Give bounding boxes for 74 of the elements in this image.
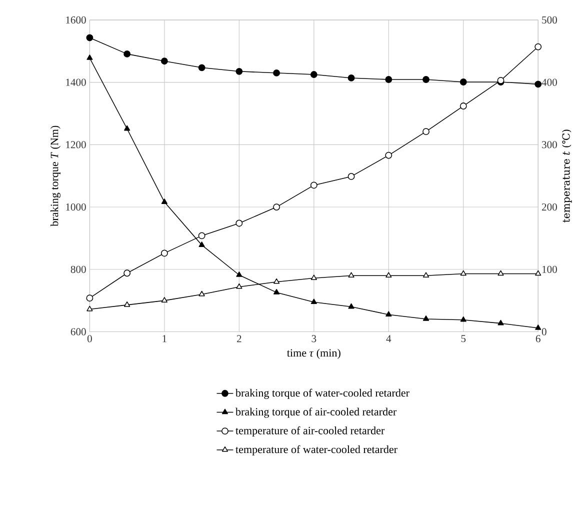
point	[534, 44, 542, 50]
x-tick-label: 4	[386, 335, 392, 342]
point	[273, 278, 280, 284]
point	[460, 78, 467, 86]
point	[498, 320, 504, 326]
x-tick-label: 2	[236, 335, 242, 342]
y2-axis-title: temperature t (℃)	[562, 130, 572, 223]
x-tick-label: 6	[536, 335, 540, 342]
point	[160, 250, 168, 257]
point	[86, 294, 94, 302]
y-tick-label: 1400	[66, 78, 86, 86]
y-tick-label: 600	[70, 328, 86, 336]
point	[236, 284, 242, 289]
point	[198, 291, 205, 296]
point	[386, 272, 392, 278]
y-axis-title: braking torque T (Nm)	[50, 126, 60, 227]
point	[460, 102, 467, 110]
x-tick-label: 1	[162, 335, 166, 342]
legend-label: temperature of air-cooled retarder	[236, 426, 385, 437]
point	[161, 198, 168, 204]
point	[310, 298, 317, 304]
point	[124, 50, 131, 58]
y2-tick-label: 200	[542, 204, 557, 211]
x-axis-title: time τ (min)	[287, 349, 340, 360]
point	[161, 297, 168, 303]
y-tick-label: 1000	[66, 204, 86, 211]
point	[385, 76, 392, 84]
point	[86, 34, 94, 42]
point	[273, 70, 280, 77]
point	[124, 270, 131, 277]
y2-tick-label: 300	[542, 141, 557, 148]
point	[386, 311, 392, 317]
y2-tick-label: 500	[542, 16, 557, 24]
point	[310, 182, 318, 189]
point	[422, 76, 430, 84]
point	[236, 68, 243, 76]
x-tick-label: 3	[312, 335, 316, 342]
y-tick-label: 1600	[66, 16, 86, 24]
point	[160, 58, 168, 65]
legend-label: braking torque of air-cooled retarder	[235, 408, 397, 418]
point	[534, 80, 542, 88]
y2-tick-label: 400	[542, 78, 557, 86]
point	[348, 304, 354, 309]
point	[460, 316, 466, 322]
y-tick-label: 800	[70, 266, 86, 274]
point	[460, 270, 466, 276]
point	[198, 64, 206, 72]
point	[348, 272, 354, 278]
point	[348, 74, 355, 82]
legend-label: temperature of water-cooled retarder	[236, 445, 398, 456]
x-tick-label: 0	[87, 335, 92, 342]
point	[273, 204, 280, 211]
point	[422, 316, 430, 322]
point	[124, 125, 130, 131]
point	[198, 232, 206, 240]
point	[273, 289, 280, 295]
point	[498, 270, 504, 276]
point	[422, 128, 430, 136]
point	[86, 54, 93, 60]
point	[236, 272, 242, 278]
y-tick-label: 1200	[66, 141, 86, 148]
point	[236, 220, 243, 227]
point	[310, 71, 318, 78]
point	[385, 152, 392, 159]
x-tick-label: 5	[461, 335, 466, 342]
y2-tick-label: 0	[542, 328, 546, 336]
y2-tick-label: 100	[542, 266, 557, 274]
point	[348, 173, 355, 180]
point	[535, 324, 542, 330]
point	[198, 242, 205, 248]
point	[124, 302, 130, 308]
point	[310, 274, 317, 280]
point	[422, 272, 430, 278]
legend-label: braking torque of water-cooled retarder	[235, 388, 410, 400]
